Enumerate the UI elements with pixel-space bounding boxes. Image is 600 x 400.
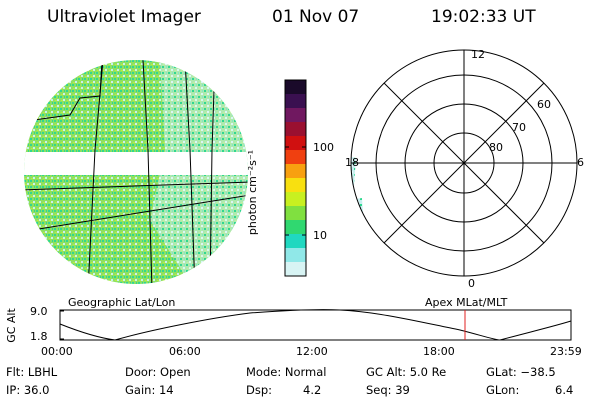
colorbar-band <box>285 178 306 193</box>
altitude-xtick-1200: 12:00 <box>296 345 328 358</box>
mlt-label-0: 0 <box>468 277 475 290</box>
colorbar-band <box>285 108 306 123</box>
polar-panel <box>350 49 578 277</box>
colorbar-band <box>285 136 306 151</box>
info-seq: Seq: 39 <box>366 383 410 397</box>
time-label: 19:02:33 UT <box>431 7 536 27</box>
instrument-title: Ultraviolet Imager <box>47 7 201 27</box>
polar-panel-label: Apex MLat/MLT <box>425 296 508 309</box>
mlt-label-12: 12 <box>471 48 485 61</box>
altitude-ytick-1-8: 1.8 <box>30 330 48 343</box>
colorbar-band <box>285 262 306 277</box>
altitude-xtick-1800: 18:00 <box>423 345 455 358</box>
colorbar-band <box>285 94 306 109</box>
info-door: Door: Open <box>125 365 191 379</box>
info-glat: GLat: −38.5 <box>486 365 556 379</box>
colorbar-band <box>285 192 306 207</box>
lat-label-70: 70 <box>512 121 526 134</box>
colorbar-band <box>285 164 306 179</box>
altitude-ylabel: GC Alt <box>4 308 18 343</box>
altitude-plot <box>59 309 572 341</box>
colorbar-band <box>285 248 306 263</box>
info-glon: GLon: <box>486 383 520 397</box>
colorbar-band <box>285 122 306 137</box>
info-flt: Flt: LBHL <box>6 365 58 379</box>
geo-panel-label: Geographic Lat/Lon <box>68 296 176 309</box>
altitude-xtick-0000: 00:00 <box>41 345 73 358</box>
info-ip: IP: 36.0 <box>6 383 50 397</box>
info-gc-alt: GC Alt: 5.0 Re <box>366 365 447 379</box>
info-gain: Gain: 14 <box>125 383 174 397</box>
geo-image-panel <box>24 60 248 284</box>
altitude-xtick-2359: 23:59 <box>550 345 582 358</box>
mlt-label-18: 18 <box>345 156 359 169</box>
date-label: 01 Nov 07 <box>272 7 360 27</box>
info-glon-value: 6.4 <box>555 383 574 397</box>
info-mode: Mode: Normal <box>246 365 327 379</box>
info-dsp-value: 4.2 <box>303 383 322 397</box>
colorbar-unit-label: photon cm⁻²s⁻¹ <box>246 149 260 236</box>
altitude-ytick-9: 9.0 <box>30 305 48 318</box>
colorbar-band <box>285 220 306 235</box>
altitude-xtick-0600: 06:00 <box>169 345 201 358</box>
lat-label-60: 60 <box>537 98 551 111</box>
colorbar-tick-100: 100 <box>313 141 334 154</box>
colorbar <box>284 79 307 277</box>
colorbar-tick-10: 10 <box>313 229 327 242</box>
lat-label-80: 80 <box>489 141 503 154</box>
colorbar-band <box>285 150 306 165</box>
colorbar-band <box>285 206 306 221</box>
mlt-label-6: 6 <box>577 156 584 169</box>
colorbar-band <box>285 234 306 249</box>
colorbar-band <box>285 80 306 95</box>
info-dsp: Dsp: <box>246 383 273 397</box>
